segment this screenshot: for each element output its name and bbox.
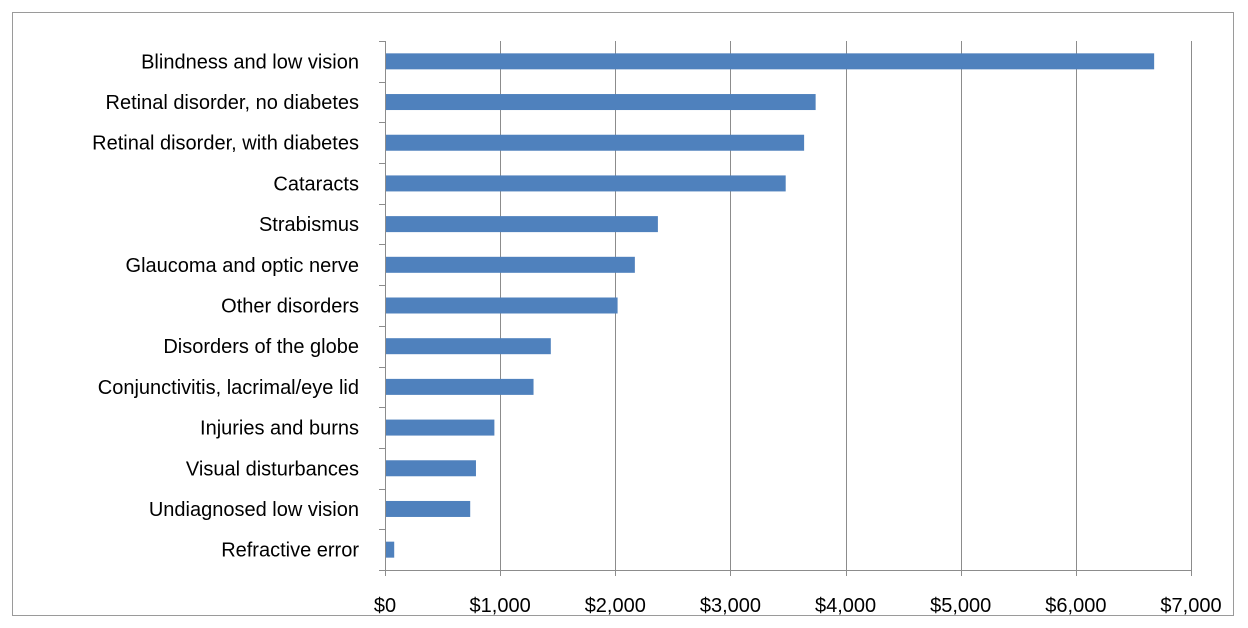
- bar: [386, 338, 551, 354]
- category-label: Undiagnosed low vision: [149, 499, 359, 521]
- category-label: Other disorders: [221, 296, 359, 318]
- category-label: Refractive error: [221, 540, 359, 562]
- x-tick-label: $7,000: [1160, 595, 1221, 617]
- bar: [386, 379, 534, 395]
- bar: [386, 53, 1154, 69]
- x-tick-label: $1,000: [470, 595, 531, 617]
- category-label: Retinal disorder, with diabetes: [92, 133, 359, 155]
- category-label: Retinal disorder, no diabetes: [106, 92, 360, 114]
- bar: [386, 135, 804, 151]
- bar: [386, 216, 658, 232]
- category-label: Visual disturbances: [186, 458, 359, 480]
- category-labels: Blindness and low vision Retinal disorder…: [92, 51, 359, 561]
- bars: [386, 53, 1154, 557]
- category-label: Conjunctivitis, lacrimal/eye lid: [98, 377, 359, 399]
- bar: [386, 257, 635, 273]
- category-label: Injuries and burns: [200, 418, 359, 440]
- bar: [386, 460, 476, 476]
- bar: [386, 94, 816, 110]
- x-tick-label: $2,000: [585, 595, 646, 617]
- x-tick-label: $5,000: [930, 595, 991, 617]
- category-label: Blindness and low vision: [141, 51, 359, 73]
- category-label: Disorders of the globe: [163, 336, 359, 358]
- x-tick-labels: $0 $1,000 $2,000 $3,000 $4,000 $5,000 $6,000 $7…: [374, 595, 1222, 617]
- category-label: Glaucoma and optic nerve: [126, 255, 359, 277]
- bar: [386, 175, 786, 191]
- bar: [386, 420, 494, 436]
- x-tick-label: $3,000: [700, 595, 761, 617]
- bar: [386, 542, 394, 558]
- category-label: Strabismus: [259, 214, 359, 236]
- bar: [386, 298, 618, 314]
- bar: [386, 501, 470, 517]
- x-tick-label: $6,000: [1045, 595, 1106, 617]
- category-label: Cataracts: [273, 173, 359, 195]
- x-tick-label: $4,000: [815, 595, 876, 617]
- x-tick-label: $0: [374, 595, 396, 617]
